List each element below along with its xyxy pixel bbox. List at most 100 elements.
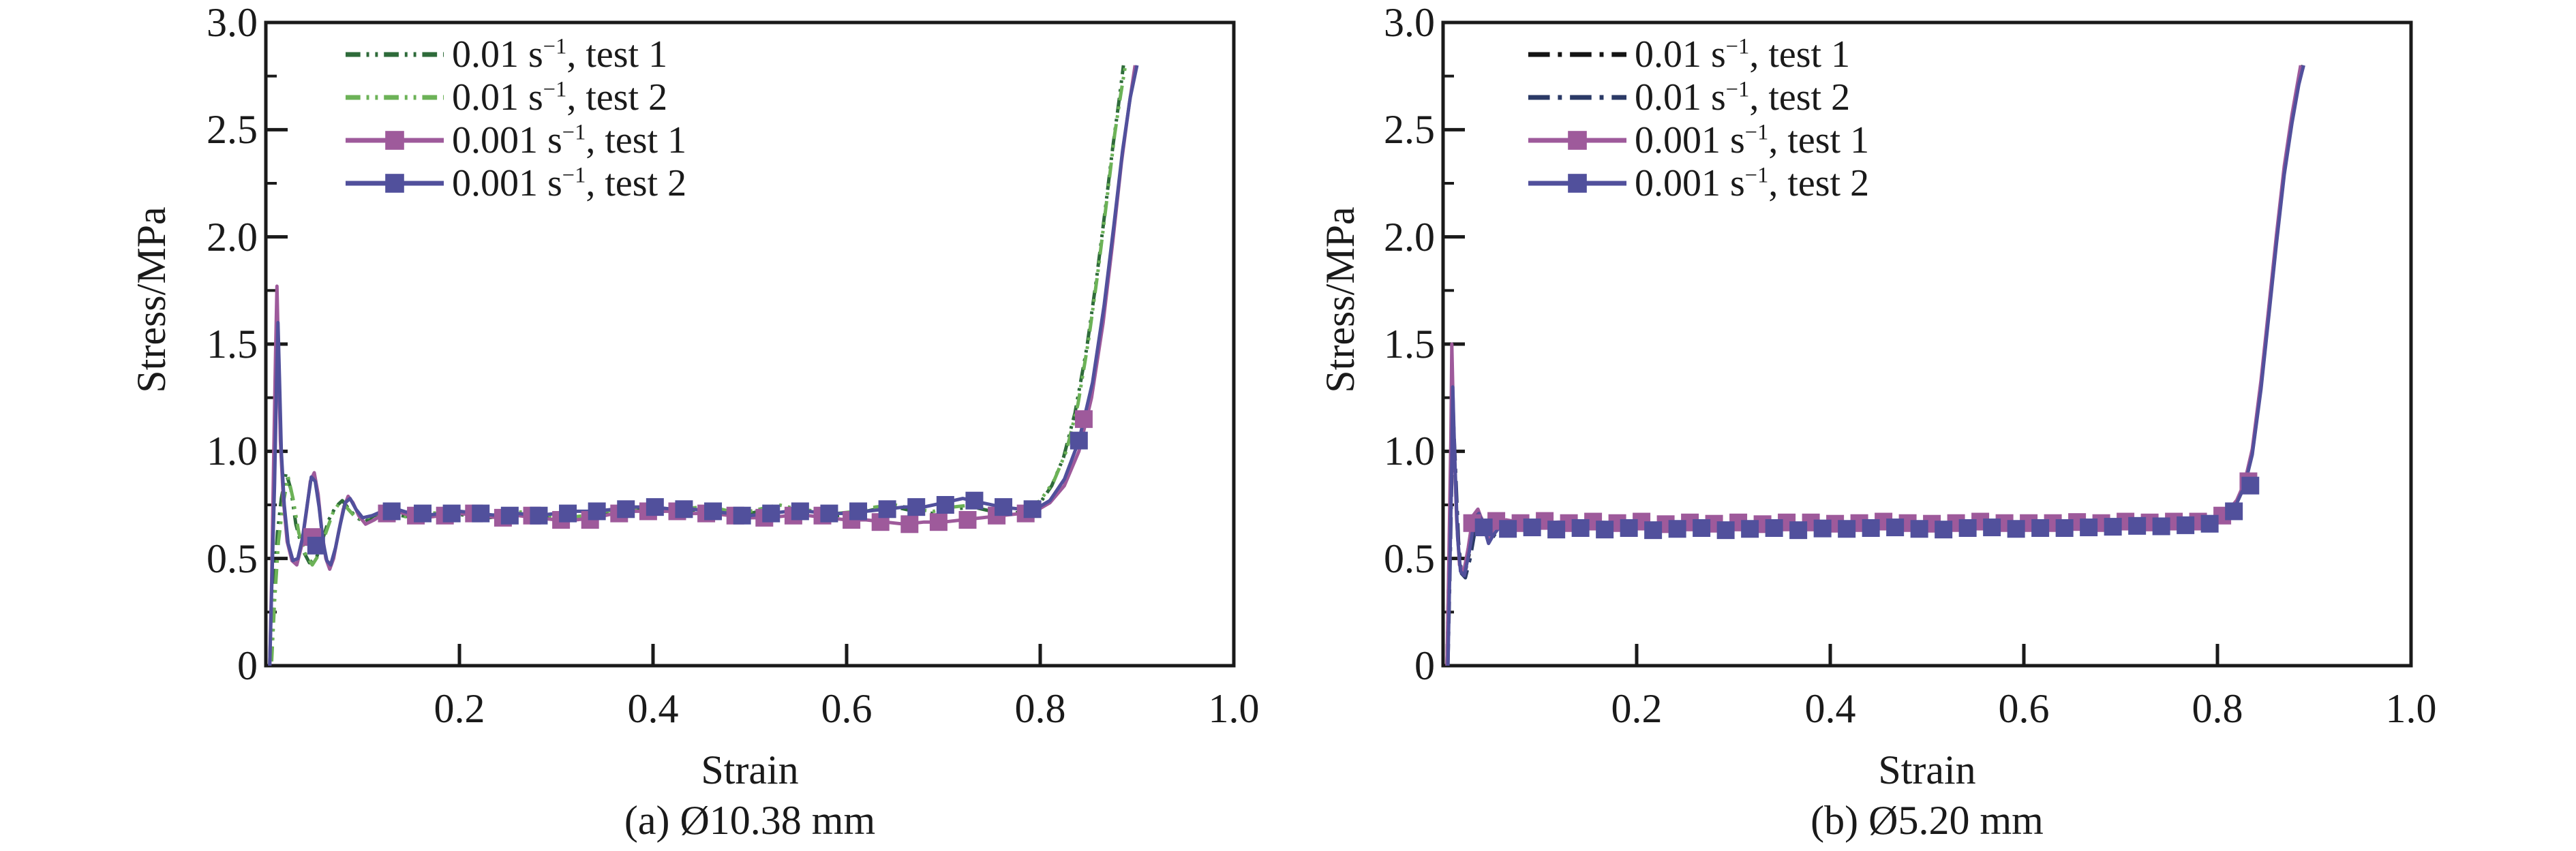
legend: 0.01 s−1, test 1 0.01 s−1, test 2 0.001 … bbox=[1527, 33, 1869, 204]
chart-panel-a: Stress/MPa 3.0 2.5 2.0 1.5 1.0 0.5 0 0.2… bbox=[129, 0, 1260, 843]
y-tick-label: 1.0 bbox=[1384, 429, 1435, 474]
data-point-marker bbox=[1935, 521, 1953, 539]
data-point-marker bbox=[849, 502, 868, 521]
y-tick-label: 2.5 bbox=[207, 107, 258, 152]
legend-label: 0.01 s−1, test 1 bbox=[452, 33, 668, 76]
data-point-marker bbox=[1813, 519, 1832, 538]
y-tick-label: 1.5 bbox=[1384, 322, 1435, 367]
superscript: −1 bbox=[562, 119, 586, 144]
legend-line-sample bbox=[345, 52, 444, 57]
data-point-marker bbox=[617, 500, 635, 519]
y-tick-label: 0.5 bbox=[207, 536, 258, 581]
x-axis-title: Strain bbox=[701, 747, 799, 792]
legend-item: 0.01 s−1, test 1 bbox=[344, 33, 686, 76]
legend-line-sample bbox=[1528, 52, 1627, 57]
data-point-marker bbox=[791, 502, 809, 521]
data-point-marker bbox=[2104, 518, 2122, 536]
legend-label: 0.001 s−1, test 1 bbox=[1635, 119, 1870, 161]
y-tick-label: 2.0 bbox=[207, 215, 258, 260]
legend-item: 0.01 s−1, test 2 bbox=[1527, 76, 1869, 119]
data-point-marker bbox=[907, 498, 926, 516]
x-axis-title: Strain bbox=[1878, 747, 1976, 792]
y-tick-label: 2.0 bbox=[1384, 215, 1435, 260]
x-tick-label: 0.2 bbox=[434, 686, 485, 731]
data-point-marker bbox=[704, 502, 723, 521]
legend-line-sample bbox=[345, 95, 444, 99]
superscript: −1 bbox=[562, 162, 586, 187]
data-point-marker bbox=[1958, 519, 1977, 537]
subplot-caption: (a) Ø10.38 mm bbox=[624, 798, 876, 843]
data-point-marker bbox=[1862, 519, 1880, 537]
x-tick-label: 1.0 bbox=[2385, 686, 2437, 731]
data-point-marker bbox=[307, 536, 325, 555]
data-point-marker bbox=[1716, 521, 1735, 540]
legend-label: 0.01 s−1, test 2 bbox=[452, 76, 668, 119]
data-point-marker bbox=[1668, 520, 1686, 538]
data-point-marker bbox=[1620, 519, 1638, 537]
legend-line-sample bbox=[1528, 95, 1627, 99]
legend-item: 0.001 s−1, test 1 bbox=[1527, 119, 1869, 161]
data-point-marker bbox=[1838, 520, 1856, 538]
data-point-marker bbox=[2055, 519, 2074, 537]
data-point-marker bbox=[2007, 520, 2025, 538]
data-point-marker bbox=[414, 504, 432, 523]
data-point-marker bbox=[382, 502, 401, 521]
legend-label: 0.001 s−1, test 2 bbox=[452, 161, 687, 204]
series-line bbox=[270, 65, 1127, 662]
legend-sample-marker bbox=[1568, 173, 1587, 193]
data-point-marker bbox=[1741, 520, 1759, 538]
x-tick-label: 1.0 bbox=[1208, 686, 1260, 731]
legend-label: 0.001 s−1, test 2 bbox=[1635, 161, 1870, 204]
legend-item: 0.01 s−1, test 2 bbox=[344, 76, 686, 119]
data-point-marker bbox=[878, 500, 896, 519]
superscript: −1 bbox=[1744, 119, 1769, 144]
data-point-marker bbox=[530, 506, 548, 525]
legend-line-sample bbox=[345, 130, 444, 150]
data-point-marker bbox=[733, 506, 751, 525]
legend-line-sample bbox=[1528, 130, 1627, 150]
data-point-marker bbox=[588, 502, 606, 521]
legend-label: 0.001 s−1, test 1 bbox=[452, 119, 687, 161]
y-tick-label: 1.5 bbox=[207, 322, 258, 367]
legend-sample-marker bbox=[385, 173, 404, 193]
data-point-marker bbox=[1499, 520, 1517, 538]
data-point-marker bbox=[1474, 519, 1493, 537]
data-point-marker bbox=[958, 511, 977, 529]
data-point-marker bbox=[1023, 500, 1042, 519]
x-tick-label: 0.8 bbox=[1014, 686, 1066, 731]
subplot-caption: (b) Ø5.20 mm bbox=[1810, 798, 2044, 843]
legend-item: 0.001 s−1, test 1 bbox=[344, 119, 686, 161]
data-point-marker bbox=[2177, 516, 2195, 534]
superscript: −1 bbox=[543, 33, 567, 59]
data-point-marker bbox=[2128, 516, 2147, 535]
x-tick-label: 0.6 bbox=[1998, 686, 2050, 731]
legend-line-sample bbox=[1528, 173, 1627, 193]
superscript: −1 bbox=[1725, 76, 1750, 102]
legend-item: 0.001 s−1, test 2 bbox=[1527, 161, 1869, 204]
y-tick-label: 2.5 bbox=[1384, 107, 1435, 152]
data-point-marker bbox=[1983, 519, 2001, 537]
superscript: −1 bbox=[543, 76, 567, 102]
y-tick-label: 0 bbox=[1414, 643, 1435, 688]
y-tick-label: 0 bbox=[237, 643, 258, 688]
data-point-marker bbox=[1547, 521, 1566, 539]
x-tick-label: 0.6 bbox=[821, 686, 873, 731]
legend-label: 0.01 s−1, test 2 bbox=[1635, 76, 1851, 119]
data-point-marker bbox=[2080, 519, 2098, 537]
y-tick-label: 1.0 bbox=[207, 429, 258, 474]
data-point-marker bbox=[1789, 521, 1808, 540]
plot-area bbox=[264, 20, 1236, 668]
x-tick-label: 0.4 bbox=[627, 686, 679, 731]
superscript: −1 bbox=[1725, 33, 1750, 59]
legend-line-sample bbox=[345, 173, 444, 193]
data-point-marker bbox=[1596, 521, 1614, 539]
legend-item: 0.001 s−1, test 2 bbox=[344, 161, 686, 204]
y-tick-label: 3.0 bbox=[1384, 0, 1435, 45]
data-point-marker bbox=[1070, 431, 1088, 450]
data-point-marker bbox=[472, 504, 490, 523]
data-point-marker bbox=[646, 498, 664, 516]
legend-label: 0.01 s−1, test 1 bbox=[1635, 33, 1851, 76]
data-point-marker bbox=[762, 504, 781, 523]
data-point-marker bbox=[442, 504, 461, 523]
